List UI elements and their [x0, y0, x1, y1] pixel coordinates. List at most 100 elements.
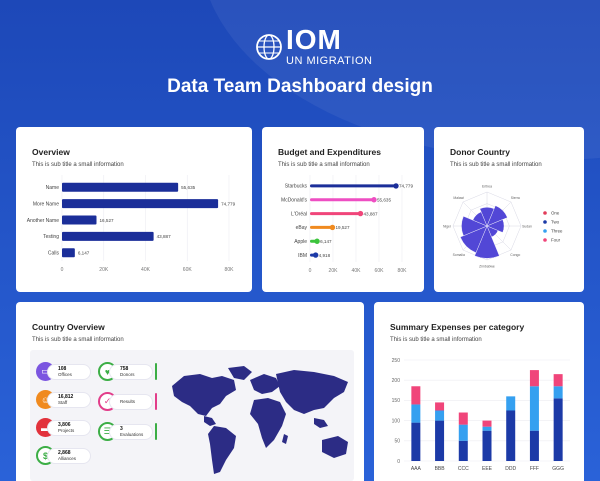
stack-segment [529, 386, 539, 431]
y-tick-label: 100 [392, 418, 401, 424]
y-tick-label: 0 [397, 459, 400, 465]
bar [310, 198, 374, 202]
stack-segment [506, 410, 516, 461]
bar-end-dot [393, 183, 399, 189]
stat-accent [155, 393, 157, 410]
stack-segment [553, 386, 563, 399]
category-label: More Name [33, 201, 59, 207]
y-tick-label: 50 [394, 439, 400, 445]
country-subtitle: This is sub title a small information [32, 337, 124, 343]
budget-card: Budget and Expenditures This is sub titl… [262, 127, 424, 292]
summary-card: Summary Expenses per category This is su… [374, 302, 584, 481]
iom-logo: IOM UN MIGRATION [255, 26, 372, 67]
stat-offices: ▭ 108 Offices [36, 362, 91, 381]
summary-chart: 0 50 100 150 200 250 AAA BBB CCC EEE DDD FFF GGG [392, 358, 570, 472]
donor-title: Donor Country [450, 147, 510, 157]
overview-card: Overview This is sub title a small infor… [16, 127, 252, 292]
stat-accent [155, 363, 157, 380]
value-label: 43,887 [157, 234, 171, 239]
value-label: 4,918 [319, 253, 331, 258]
map-central-america [204, 416, 216, 426]
category-label: CCC [458, 466, 469, 472]
map-africa [250, 398, 286, 448]
budget-chart: 0 20K 40K 60K 80K Starbucks 74,779 McDonald's 55… [281, 175, 413, 274]
stat-projects: ▬ 3,806 Projects [36, 418, 91, 437]
category-label: IBM [298, 253, 307, 259]
bar-end-dot [314, 238, 320, 244]
value-label: 74,779 [221, 201, 235, 206]
category-label: FFF [530, 466, 539, 472]
spoke-label: Sierra [511, 196, 520, 200]
spoke-label: Somalia [453, 253, 465, 257]
x-tick-label: 0 [309, 268, 312, 274]
legend-marker [543, 238, 547, 242]
category-label: Name [46, 185, 60, 191]
category-label: McDonald's [281, 198, 307, 204]
x-tick-label: 60K [183, 267, 193, 273]
legend-label: Two [551, 220, 560, 225]
stat-accent [155, 423, 157, 440]
value-label: 74,779 [399, 184, 413, 189]
polar-sector [474, 225, 500, 259]
stack-segment [458, 440, 468, 461]
spoke-label: Sudan [522, 225, 532, 229]
y-tick-label: 150 [392, 398, 401, 404]
overview-chart: 0 20K 40K 60K 80K Name 55,635 More Name 74,779 An… [27, 175, 236, 273]
spoke-label: Malawi [453, 196, 464, 200]
stat-label: Projects [58, 427, 75, 433]
stack-segment [506, 396, 516, 411]
stat-label: Staff [58, 399, 68, 405]
category-label: Starbucks [285, 184, 308, 190]
stack-segment [553, 398, 563, 461]
stat-label: Evaluations [120, 431, 144, 437]
map-south-america [208, 426, 236, 474]
value-label: 55,635 [181, 185, 195, 190]
stat-value: 3 [120, 425, 123, 432]
donor-subtitle: This is sub title a small information [450, 162, 542, 168]
budget-title: Budget and Expenditures [278, 147, 381, 157]
y-tick-label: 200 [392, 378, 401, 384]
summary-subtitle: This is sub title a small information [390, 337, 482, 343]
stack-segment [435, 420, 445, 461]
value-label: 6,147 [320, 239, 332, 244]
x-tick-label: 40K [352, 268, 362, 274]
spoke-label: Zimbabwe [479, 265, 495, 269]
bar-end-dot [312, 252, 319, 258]
category-label: Testing [43, 234, 59, 240]
overview-subtitle: This is sub title a small information [32, 162, 124, 168]
stack-segment [482, 426, 492, 431]
category-label: eBay [296, 225, 308, 231]
country-title: Country Overview [32, 322, 105, 332]
stat-value: 758 [120, 365, 129, 372]
polar-sector [486, 205, 508, 227]
stat-value: 2,868 [58, 449, 71, 456]
polar-sector [472, 211, 488, 227]
x-tick-label: 40K [141, 267, 151, 273]
stat-results: ✓ Results [98, 392, 157, 411]
bar-end-dot [371, 197, 377, 203]
bar-end-dot [329, 224, 336, 231]
map-europe [250, 374, 280, 394]
map-australia [322, 436, 348, 458]
stack-segment [458, 424, 468, 441]
bar-end-dot [357, 210, 364, 217]
x-tick-label: 0 [61, 267, 64, 273]
world-map [172, 366, 348, 474]
stat-staff: ☺ 16,812 Staff [36, 390, 91, 409]
y-tick-label: 250 [392, 358, 401, 364]
category-label: EEE [482, 466, 493, 472]
stack-segment [411, 386, 421, 405]
value-label: 16,527 [100, 218, 114, 223]
map-southeast-asia [314, 418, 328, 428]
stat-label: Results [120, 399, 136, 404]
stat-label: Donors [120, 371, 135, 377]
polar-sector [461, 215, 488, 237]
stack-segment [411, 404, 421, 423]
legend-marker [543, 211, 547, 215]
polar-sector [486, 219, 505, 233]
x-tick-label: 80K [225, 267, 235, 273]
value-label: 19,527 [335, 225, 349, 230]
legend-marker [543, 229, 547, 233]
category-label: Another Name [27, 218, 59, 224]
legend-label: Four [551, 238, 561, 243]
